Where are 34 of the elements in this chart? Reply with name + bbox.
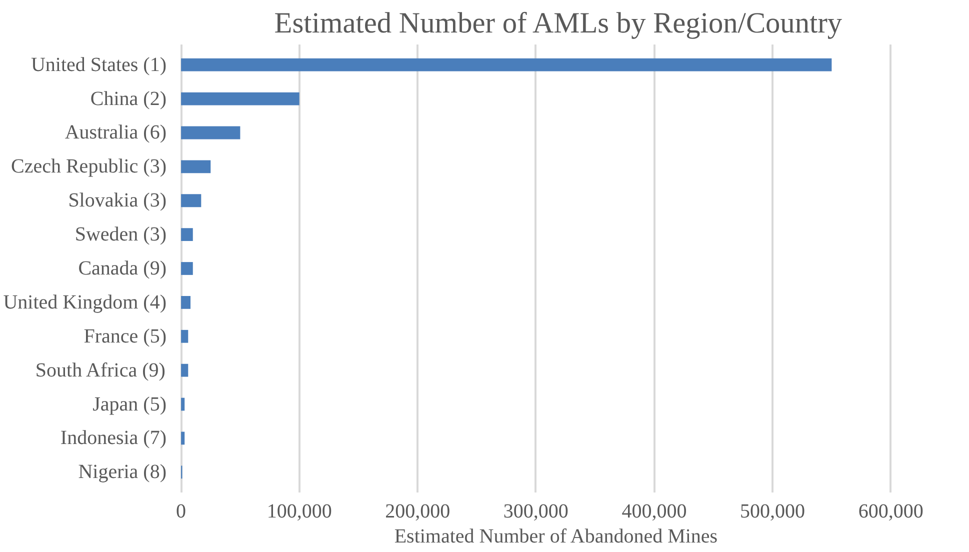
bar [181, 126, 240, 140]
y-tick-label: United Kingdom (4) [3, 291, 166, 314]
bar [181, 194, 202, 208]
x-tick-label: 300,000 [503, 500, 568, 522]
y-tick-label: Slovakia (3) [68, 190, 166, 212]
bar [181, 432, 185, 445]
y-tick-label: Japan (5) [92, 393, 166, 416]
y-tick-label: Czech Republic (3) [11, 156, 166, 178]
chart-title: Estimated Number of AMLs by Region/Country [274, 8, 842, 40]
bar [181, 58, 832, 72]
y-tick-label: China (2) [90, 88, 166, 110]
x-tick-label: 600,000 [858, 500, 924, 522]
y-tick-label: Indonesia (7) [60, 427, 167, 450]
bar [181, 364, 188, 377]
bar [181, 398, 185, 411]
bar [181, 296, 191, 309]
y-tick-label: France (5) [84, 325, 166, 348]
x-axis-title: Estimated Number of Abandoned Mines [394, 526, 718, 548]
bar [181, 228, 193, 242]
x-tick-label: 0 [176, 500, 186, 522]
bar [181, 330, 188, 343]
x-tick-label: 100,000 [266, 500, 332, 522]
y-tick-label: Sweden (3) [74, 224, 166, 246]
y-tick-label: South Africa (9) [35, 359, 166, 382]
x-tick-label: 200,000 [385, 500, 450, 522]
y-tick-label: Canada (9) [78, 258, 167, 280]
bar [181, 160, 211, 174]
y-tick-label: Australia (6) [64, 122, 167, 144]
y-tick-label: United States (1) [30, 54, 167, 76]
y-tick-label: Nigeria (8) [78, 461, 167, 484]
x-tick-label: 500,000 [740, 500, 806, 522]
bar [181, 262, 193, 275]
x-tick-label: 400,000 [622, 500, 687, 522]
bar [181, 92, 300, 106]
